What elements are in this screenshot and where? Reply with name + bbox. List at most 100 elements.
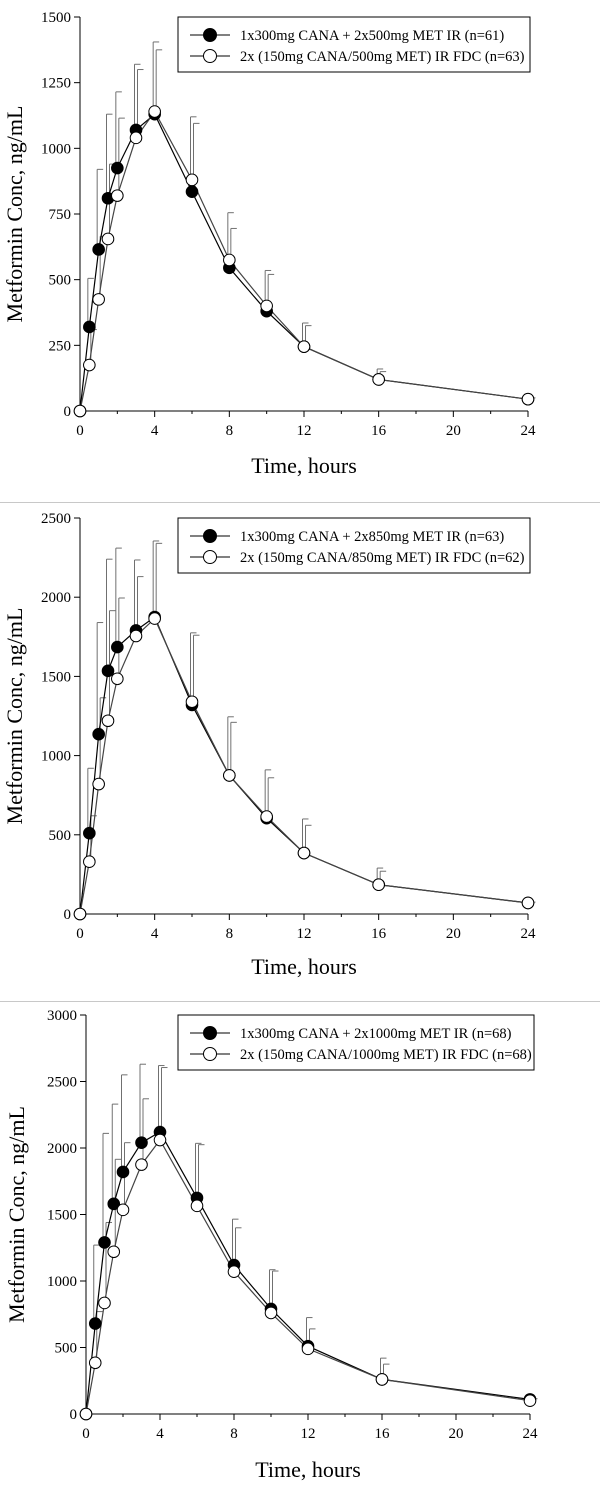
data-point-series-2	[153, 1133, 167, 1147]
data-point-series-2	[223, 769, 236, 782]
data-point-series-2	[83, 855, 96, 869]
data-point-series-1	[116, 1165, 130, 1179]
y-tick-label: 2500	[47, 1075, 77, 1091]
y-tick-label: 0	[64, 404, 72, 420]
data-point-series-2	[375, 1373, 389, 1386]
legend-label: 1x300mg CANA + 2x850mg MET IR (n=63)	[240, 529, 504, 545]
x-tick-label: 24	[523, 1426, 539, 1442]
data-point-series-2	[98, 1296, 111, 1310]
series-line-1	[79, 113, 529, 412]
legend-label: 2x (150mg CANA/850mg MET) IR FDC (n=62)	[240, 550, 525, 566]
y-tick-label: 500	[49, 273, 72, 289]
series-line-1	[79, 616, 529, 915]
x-tick-label: 20	[446, 423, 461, 439]
data-point-series-2	[129, 131, 143, 145]
data-point-series-2	[185, 173, 199, 187]
legend-label: 1x300mg CANA + 2x1000mg MET IR (n=68)	[240, 1026, 512, 1042]
data-point-series-2	[521, 392, 535, 406]
legend-marker	[203, 1047, 217, 1061]
data-point-series-2	[111, 189, 124, 202]
y-tick-label: 3000	[47, 1008, 77, 1024]
data-point-series-2	[73, 404, 87, 418]
y-tick-label: 500	[55, 1341, 78, 1357]
data-point-series-2	[297, 846, 311, 860]
x-tick-label: 0	[82, 1426, 90, 1442]
legend-marker	[203, 550, 217, 564]
data-point-series-2	[83, 358, 96, 372]
data-point-series-2	[73, 907, 87, 921]
data-point-series-1	[92, 243, 105, 256]
data-point-series-1	[111, 640, 124, 654]
pk-chart-1000mg: 0 500 1000 1500 2000 2500 3000 0 4 8 12 16 20 24 Time,…	[4, 1008, 539, 1482]
data-point-series-1	[111, 161, 124, 175]
data-point-series-2	[88, 1356, 102, 1370]
data-point-series-1	[92, 727, 105, 741]
y-tick-label: 750	[49, 207, 72, 223]
legend-box	[177, 517, 531, 574]
data-point-series-2	[227, 1265, 241, 1278]
y-tick-label: 0	[70, 1407, 78, 1423]
x-axis-label: Time, hours	[251, 954, 357, 979]
data-point-series-2	[79, 1407, 93, 1421]
y-axis-label: Metformin Conc, ng/mL	[2, 608, 27, 825]
x-tick-label: 12	[297, 926, 312, 942]
x-tick-label: 24	[521, 423, 537, 439]
data-point-series-2	[148, 612, 161, 625]
data-point-series-1	[107, 1197, 121, 1211]
legend-label: 2x (150mg CANA/500mg MET) IR FDC (n=63)	[240, 49, 525, 65]
data-point-series-2	[92, 293, 105, 306]
x-tick-label: 8	[230, 1426, 238, 1442]
data-point-series-2	[260, 299, 273, 313]
data-point-series-1	[88, 1317, 102, 1330]
x-tick-label: 20	[446, 926, 461, 942]
x-tick-label: 8	[226, 423, 234, 439]
x-tick-label: 12	[301, 1426, 316, 1442]
x-tick-label: 4	[156, 1426, 164, 1442]
y-tick-label: 1500	[41, 10, 71, 26]
x-tick-label: 16	[375, 1426, 391, 1442]
data-point-series-1	[101, 664, 115, 678]
data-point-series-2	[372, 878, 385, 891]
data-point-series-2	[264, 1306, 278, 1320]
data-point-series-2	[92, 777, 105, 791]
x-tick-label: 0	[76, 926, 84, 942]
pk-chart-850mg: 0 500 1000 1500 2000 2500 0 4 8 12 16 20 24 Time, hou…	[2, 511, 537, 979]
legend-box	[177, 16, 531, 73]
data-point-series-2	[116, 1203, 130, 1217]
y-tick-label: 1000	[41, 141, 71, 157]
data-point-series-2	[111, 672, 124, 686]
legend-marker	[203, 49, 217, 63]
data-point-series-2	[521, 896, 535, 910]
x-tick-label: 24	[521, 926, 537, 942]
y-tick-label: 1500	[41, 669, 71, 685]
data-point-series-2	[101, 232, 115, 246]
y-tick-label: 1250	[41, 76, 71, 92]
series-line-2	[85, 1138, 531, 1415]
y-axis-label: Metformin Conc, ng/mL	[4, 1106, 29, 1323]
chart-divider	[0, 1001, 600, 1002]
y-tick-label: 2000	[47, 1141, 77, 1157]
data-point-series-2	[101, 714, 115, 728]
x-axis-label: Time, hours	[251, 453, 357, 478]
data-point-series-2	[297, 340, 311, 353]
data-point-series-2	[372, 373, 385, 386]
x-tick-label: 12	[297, 423, 312, 439]
x-tick-label: 20	[449, 1426, 464, 1442]
y-tick-label: 1000	[41, 749, 71, 765]
y-tick-label: 1000	[47, 1274, 77, 1290]
x-tick-label: 4	[151, 926, 159, 942]
data-point-series-2	[129, 629, 143, 643]
x-tick-label: 16	[371, 423, 387, 439]
x-axis-label: Time, hours	[255, 1457, 361, 1482]
data-point-series-2	[185, 695, 199, 709]
data-point-series-2	[223, 253, 236, 267]
legend-marker	[203, 1026, 217, 1040]
series-line-2	[79, 617, 529, 915]
data-point-series-2	[135, 1158, 148, 1171]
data-point-series-2	[107, 1245, 121, 1259]
y-tick-label: 1500	[47, 1208, 77, 1224]
data-point-series-2	[301, 1342, 315, 1356]
data-point-series-2	[148, 105, 161, 118]
y-tick-label: 500	[49, 828, 72, 844]
x-tick-label: 0	[76, 423, 84, 439]
